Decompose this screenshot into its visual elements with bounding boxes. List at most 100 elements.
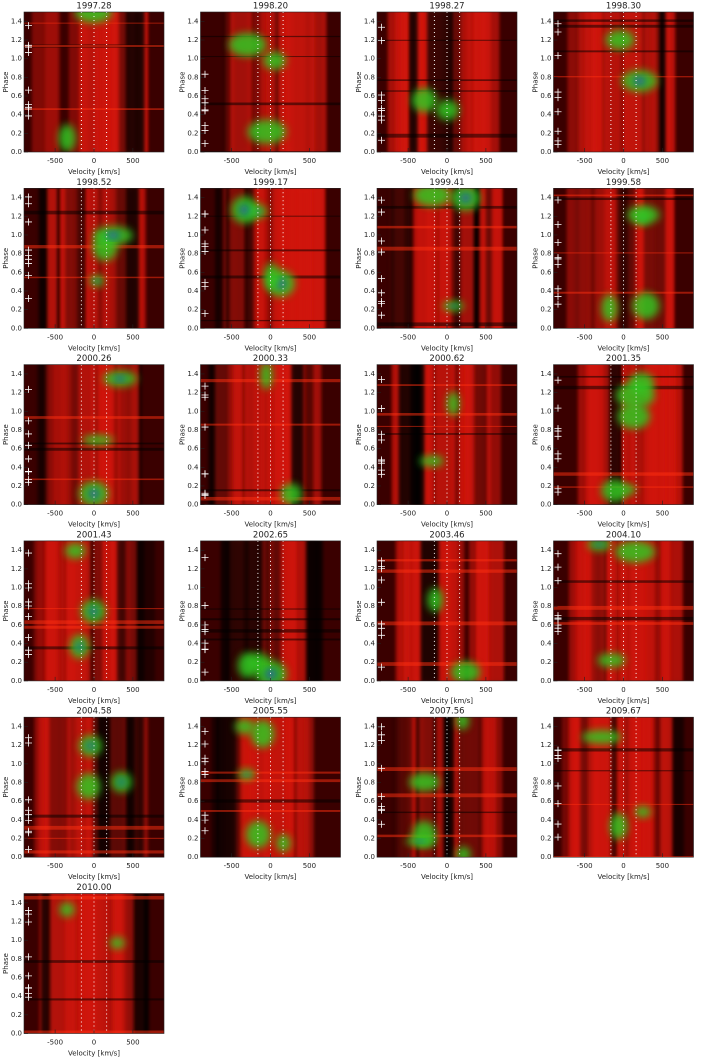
y-axis-label: Phase bbox=[179, 777, 187, 798]
plus-marker bbox=[554, 285, 562, 293]
y-tick-label: 1.2 bbox=[187, 36, 198, 44]
y-tick-label: 1.4 bbox=[11, 370, 23, 378]
plus-marker bbox=[554, 52, 562, 60]
image-blob bbox=[413, 188, 452, 207]
spectrum-image bbox=[553, 364, 694, 505]
y-tick-label: 0.8 bbox=[187, 426, 198, 434]
x-tick-label: 0 bbox=[445, 686, 449, 694]
y-tick-label: 0.4 bbox=[540, 111, 552, 119]
y-axis-label: Phase bbox=[2, 777, 10, 798]
y-tick-label: 1.0 bbox=[540, 584, 551, 592]
x-axis-label: Velocity [km/s] bbox=[244, 521, 296, 529]
y-tick-label: 0.0 bbox=[540, 501, 551, 509]
image-band bbox=[553, 616, 694, 621]
x-tick-label: -500 bbox=[224, 686, 240, 694]
y-tick-label: 1.0 bbox=[187, 231, 198, 239]
y-tick-label: 0.2 bbox=[540, 306, 551, 314]
y-axis-label: Phase bbox=[532, 72, 540, 93]
image-band bbox=[377, 834, 517, 838]
y-tick-label: 0.4 bbox=[187, 640, 199, 648]
image-blob bbox=[263, 263, 280, 290]
image-streak bbox=[620, 540, 628, 681]
x-tick-label: 0 bbox=[92, 157, 96, 165]
y-tick-label: 0.2 bbox=[11, 658, 22, 666]
y-tick-label: 1.2 bbox=[11, 565, 22, 573]
panel-title: 2000.62 bbox=[429, 354, 464, 364]
panel: 2010.00 Velocity [km/s] Phase -500 0 500 0.0 0.… bbox=[2, 883, 165, 1058]
plus-marker bbox=[201, 727, 209, 735]
image-streak bbox=[267, 12, 276, 152]
y-tick-label: 0.6 bbox=[187, 92, 199, 100]
image-blob bbox=[74, 12, 113, 23]
y-tick-label: 0.6 bbox=[540, 797, 552, 805]
y-tick-label: 0.0 bbox=[540, 853, 551, 861]
spectrum-image bbox=[24, 12, 164, 152]
y-tick-label: 1.0 bbox=[11, 407, 22, 415]
image-core bbox=[633, 77, 646, 85]
image-streak bbox=[47, 188, 58, 329]
image-streak bbox=[568, 717, 591, 858]
image-band bbox=[377, 413, 517, 416]
y-tick-label: 0.6 bbox=[540, 268, 552, 276]
plus-marker bbox=[25, 218, 32, 226]
y-tick-label: 0.4 bbox=[364, 463, 376, 471]
plus-marker bbox=[378, 663, 385, 671]
panel-title: 2005.55 bbox=[253, 707, 288, 717]
y-tick-label: 0.6 bbox=[11, 92, 23, 100]
y-tick-label: 1.0 bbox=[11, 584, 22, 592]
y-tick-label: 0.6 bbox=[540, 621, 552, 629]
y-tick-label: 0.0 bbox=[364, 501, 375, 509]
y-axis-label: Phase bbox=[179, 600, 187, 621]
image-core bbox=[449, 304, 457, 308]
x-tick-label: -500 bbox=[400, 862, 416, 870]
image-streak bbox=[657, 540, 670, 681]
image-streak bbox=[660, 717, 673, 858]
plus-marker bbox=[201, 391, 209, 399]
plus-marker bbox=[25, 806, 32, 814]
image-streak bbox=[646, 540, 655, 681]
x-axis-label: Velocity [km/s] bbox=[244, 697, 296, 705]
x-tick-label: -500 bbox=[47, 333, 63, 341]
y-tick-label: 0.8 bbox=[187, 250, 198, 258]
x-axis-label: Velocity [km/s] bbox=[244, 873, 296, 881]
image-band bbox=[24, 814, 164, 818]
image-core bbox=[86, 742, 95, 750]
plus-marker bbox=[25, 476, 32, 484]
image-streak bbox=[627, 540, 646, 681]
y-tick-label: 0.2 bbox=[11, 1011, 22, 1019]
plus-marker bbox=[378, 792, 385, 800]
plus-marker bbox=[201, 827, 209, 835]
plus-marker bbox=[554, 28, 562, 36]
x-tick-label: 500 bbox=[126, 333, 139, 341]
panel: 2004.10 Velocity [km/s] Phase -500 0 500 0.0 0.… bbox=[532, 530, 694, 705]
panel-title: 2001.35 bbox=[606, 354, 641, 364]
plus-marker bbox=[25, 827, 32, 835]
y-axis-label: Phase bbox=[179, 72, 187, 93]
image-blob bbox=[237, 652, 258, 679]
image-streak bbox=[485, 188, 493, 329]
plus-marker bbox=[25, 86, 32, 94]
image-streak bbox=[64, 893, 76, 1034]
plus-marker bbox=[378, 208, 385, 216]
y-tick-label: 1.4 bbox=[11, 723, 23, 731]
image-band bbox=[377, 90, 517, 92]
image-streak bbox=[482, 717, 491, 858]
y-tick-label: 0.4 bbox=[540, 640, 552, 648]
y-tick-label: 0.6 bbox=[364, 92, 376, 100]
image-band bbox=[377, 811, 517, 814]
y-tick-label: 0.6 bbox=[540, 445, 552, 453]
plus-marker bbox=[25, 455, 32, 463]
y-tick-label: 0.6 bbox=[11, 974, 23, 982]
y-tick-label: 0.0 bbox=[364, 853, 375, 861]
y-axis-label: Phase bbox=[355, 600, 363, 621]
image-streak bbox=[225, 12, 234, 152]
spectrum-image bbox=[377, 540, 517, 681]
y-tick-label: 0.6 bbox=[540, 92, 552, 100]
y-tick-label: 1.4 bbox=[187, 546, 199, 554]
y-tick-label: 1.2 bbox=[540, 389, 551, 397]
y-tick-label: 1.4 bbox=[11, 899, 23, 907]
image-band bbox=[377, 433, 517, 435]
image-streak bbox=[80, 893, 108, 1034]
y-tick-label: 0.2 bbox=[364, 482, 375, 490]
plus-marker bbox=[554, 615, 562, 623]
